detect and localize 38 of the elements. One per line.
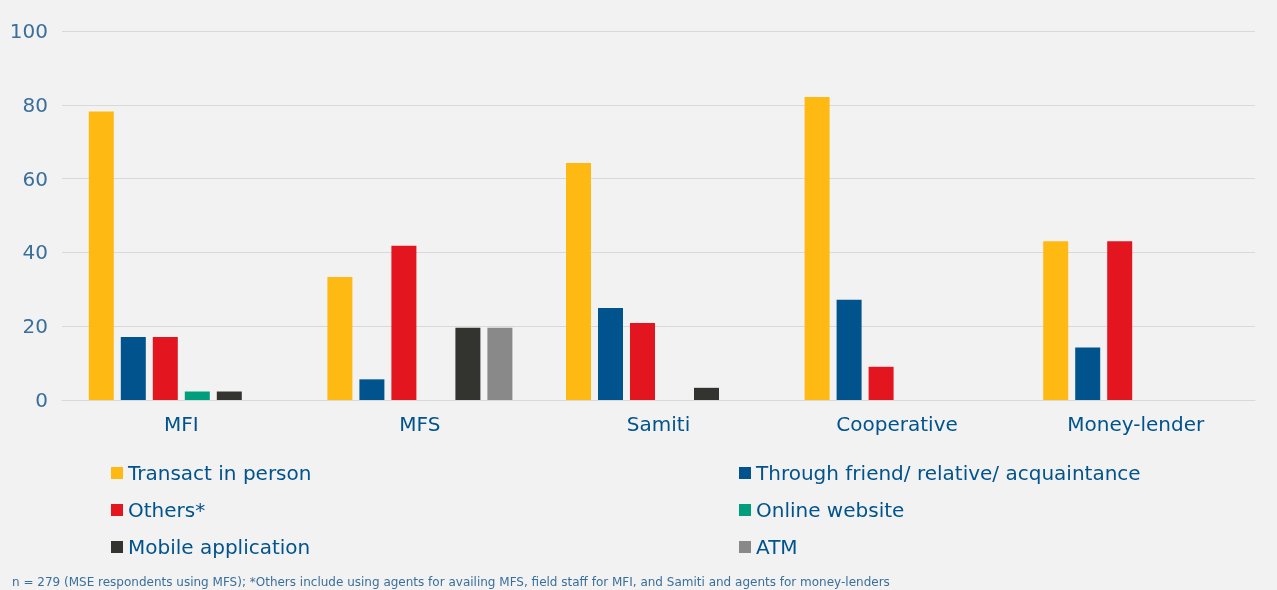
legend-label: Through friend/ relative/ acquaintance (755, 461, 1141, 485)
legend-label: ATM (756, 535, 798, 559)
bar (804, 97, 830, 400)
bar (598, 308, 623, 400)
x-tick-label: MFS (399, 412, 441, 436)
x-tick-label: Money-lender (1067, 412, 1205, 436)
bar (216, 391, 242, 400)
bar (694, 387, 719, 400)
bar (184, 391, 210, 400)
y-tick-label: 100 (9, 19, 48, 43)
bar (88, 111, 114, 400)
bar (868, 366, 894, 400)
bar (455, 327, 481, 400)
bar (630, 322, 655, 400)
bar (359, 379, 385, 400)
y-tick-label: 60 (22, 166, 48, 191)
y-tick-label: 40 (22, 240, 48, 265)
x-tick-label: Samiti (626, 412, 691, 436)
bar (836, 299, 862, 400)
y-tick-label: 80 (22, 92, 48, 117)
legend-label: Transact in person (127, 461, 312, 485)
bar (1075, 347, 1101, 400)
text: n = 279 (MSE respondents using MFS); *Others include using agents for availing MFS, field staff for MFI, and Samiti and agents for money-lenders (12, 575, 890, 589)
x-tick-label: Cooperative (836, 412, 958, 436)
bar (566, 163, 591, 400)
legend-label: Others* (128, 498, 206, 522)
legend-label: Mobile application (128, 535, 311, 559)
bar (487, 327, 513, 400)
bar (1107, 241, 1133, 400)
bar (152, 336, 178, 400)
bar (120, 336, 146, 400)
y-tick-label: 20 (22, 314, 48, 339)
bar (391, 245, 417, 400)
y-tick-label: 0 (35, 388, 48, 412)
bar (327, 277, 353, 400)
x-tick-label: MFI (163, 412, 199, 436)
bar (1043, 241, 1069, 400)
legend-label: Online website (756, 498, 905, 522)
